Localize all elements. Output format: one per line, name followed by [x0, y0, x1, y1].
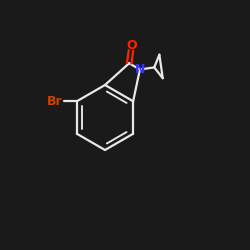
- Text: Br: Br: [47, 95, 62, 108]
- Text: O: O: [126, 40, 137, 52]
- Text: N: N: [135, 63, 145, 76]
